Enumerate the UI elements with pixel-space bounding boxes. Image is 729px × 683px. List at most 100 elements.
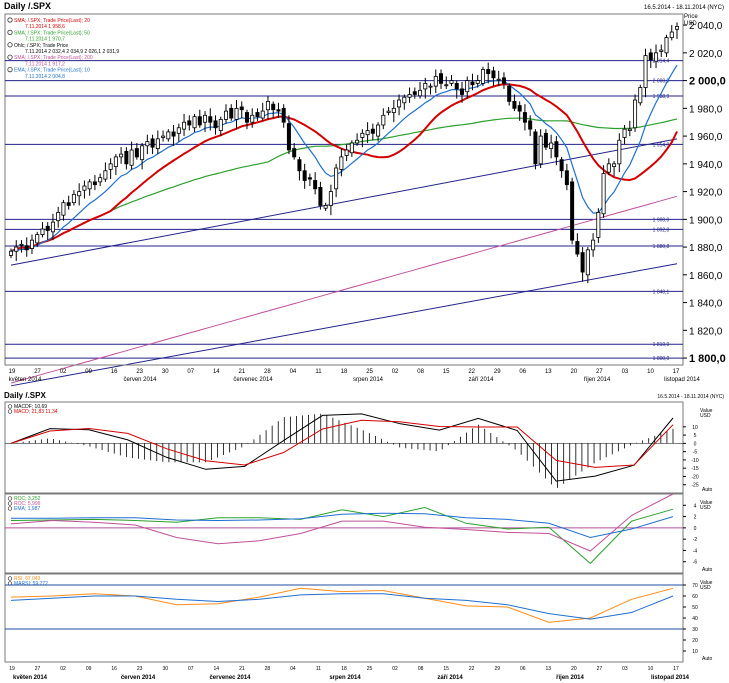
trendline xyxy=(10,263,678,387)
y-tick-label: 1 840,0 xyxy=(689,299,723,310)
candle-body xyxy=(554,141,559,158)
rsi-y-tick-label: 60 xyxy=(692,594,698,600)
candle-body xyxy=(596,211,601,238)
candle-body xyxy=(77,191,82,197)
lower-chart-title: Daily /.SPX xyxy=(4,391,46,400)
level-label: 1 892,8 xyxy=(653,227,670,233)
lower-x-month-label: srpen 2014 xyxy=(329,675,361,681)
candle-body xyxy=(14,246,19,252)
roc-legend-entry: EMA; 1,987 xyxy=(14,506,40,512)
roc-legend-marker xyxy=(7,501,13,506)
roc-value-unit: USD xyxy=(700,505,711,511)
roc-frame xyxy=(4,493,684,574)
x-day-label: 28 xyxy=(264,369,271,375)
candle-body xyxy=(71,193,76,204)
candle-body xyxy=(98,177,103,183)
candle-body xyxy=(339,156,344,170)
roc-legend-entry: ROC; 5,999 xyxy=(14,501,41,507)
candle-body xyxy=(570,181,575,241)
lower-x-day-label: 04 xyxy=(290,666,296,672)
candle-body xyxy=(612,163,617,168)
candle-body xyxy=(491,70,496,79)
macd-legend-entry: MACDF; 10,69 xyxy=(14,404,47,410)
candle-body xyxy=(669,31,674,38)
macd-line xyxy=(10,419,674,468)
candle-body xyxy=(475,80,480,84)
candle-body xyxy=(627,128,632,131)
candle-body xyxy=(192,116,197,129)
candle-body xyxy=(402,96,407,104)
candle-body xyxy=(606,163,611,173)
legend-entry: SMA; /.SPX; Trade Price(Last); 20 xyxy=(14,18,90,24)
legend-entry: SMA; /.SPX; Trade Price(Last); 50 xyxy=(14,30,90,36)
candle-body xyxy=(580,252,585,273)
candle-body xyxy=(412,91,417,95)
marsi-line xyxy=(10,593,674,620)
candle-body xyxy=(423,82,428,90)
candle-body xyxy=(318,187,323,206)
currency-label: USD xyxy=(684,21,697,27)
rsi-y-tick-label: 70 xyxy=(692,583,698,589)
candle-body xyxy=(391,107,396,113)
candle-body xyxy=(507,85,512,102)
candle-body xyxy=(344,149,349,156)
candle-body xyxy=(250,114,255,123)
y-tick-label: 1 960,0 xyxy=(689,132,723,143)
candle-body xyxy=(512,101,517,109)
candle-body xyxy=(470,81,475,86)
y-tick-label: 1 900,0 xyxy=(689,215,723,226)
legend-entry: SMA; /.SPX; Trade Price(Last); 200 xyxy=(14,55,93,61)
x-month-label: září 2014 xyxy=(468,377,494,383)
lower-x-month-label: květen 2014 xyxy=(13,675,48,681)
candle-body xyxy=(35,234,40,244)
lower-x-day-label: 08 xyxy=(418,666,424,672)
candle-body xyxy=(155,138,160,149)
macd-y-tick-label: -10 xyxy=(691,458,698,464)
macd-y-tick-label: -25 xyxy=(691,483,698,489)
candle-body xyxy=(171,131,176,137)
candle-body xyxy=(486,69,491,75)
macd-legend-entry: MACD; 21,83 11,34 xyxy=(14,409,58,415)
y-tick-label: 1 920,0 xyxy=(689,188,723,199)
lower-x-day-label: 14 xyxy=(214,666,220,672)
roc-y-tick-label: -2 xyxy=(693,537,698,543)
candle-body xyxy=(281,107,286,123)
candle-body xyxy=(328,191,333,206)
candle-body xyxy=(29,239,34,249)
lower-date-range: 16.5.2014 - 18.11.2014 (NYC) xyxy=(657,394,724,400)
candle-body xyxy=(297,159,302,172)
rsi-value-label: Value xyxy=(700,580,713,586)
x-day-label: 30 xyxy=(162,369,169,375)
level-label: 1 880,8 xyxy=(653,244,670,250)
roc-y-tick-label: 2 xyxy=(694,515,697,521)
macd-frame xyxy=(4,401,684,494)
lower-x-day-label: 27 xyxy=(35,666,41,672)
rsi-y-tick-label: 10 xyxy=(692,649,698,655)
candle-body xyxy=(234,107,239,120)
candle-body xyxy=(643,55,648,88)
rsi-y-tick-label: 20 xyxy=(692,638,698,644)
roc-y-tick-label: 0 xyxy=(694,526,697,532)
x-day-label: 25 xyxy=(366,369,373,375)
candle-body xyxy=(376,124,381,137)
candle-body xyxy=(244,112,249,123)
candle-body xyxy=(381,114,386,126)
candle-body xyxy=(360,132,365,138)
level-label: 1 900,0 xyxy=(653,217,670,223)
candle-body xyxy=(397,99,402,108)
candle-body xyxy=(176,127,181,134)
macd-auto-label: Auto xyxy=(702,487,713,493)
candle-body xyxy=(286,123,291,151)
x-day-label: 04 xyxy=(290,369,297,375)
lower-x-day-label: 25 xyxy=(367,666,373,672)
level-label: 1 800,0 xyxy=(653,356,670,362)
x-day-label: 09 xyxy=(85,369,92,375)
macd-y-tick-label: -5 xyxy=(693,450,698,456)
candle-body xyxy=(638,87,643,104)
candle-body xyxy=(166,131,171,140)
legend-entry: Ohlc; /.SPX; Trade Price xyxy=(14,43,68,49)
candle-body xyxy=(334,167,339,190)
lower-x-day-label: 07 xyxy=(188,666,194,672)
x-month-label: říjen 2014 xyxy=(584,377,611,383)
